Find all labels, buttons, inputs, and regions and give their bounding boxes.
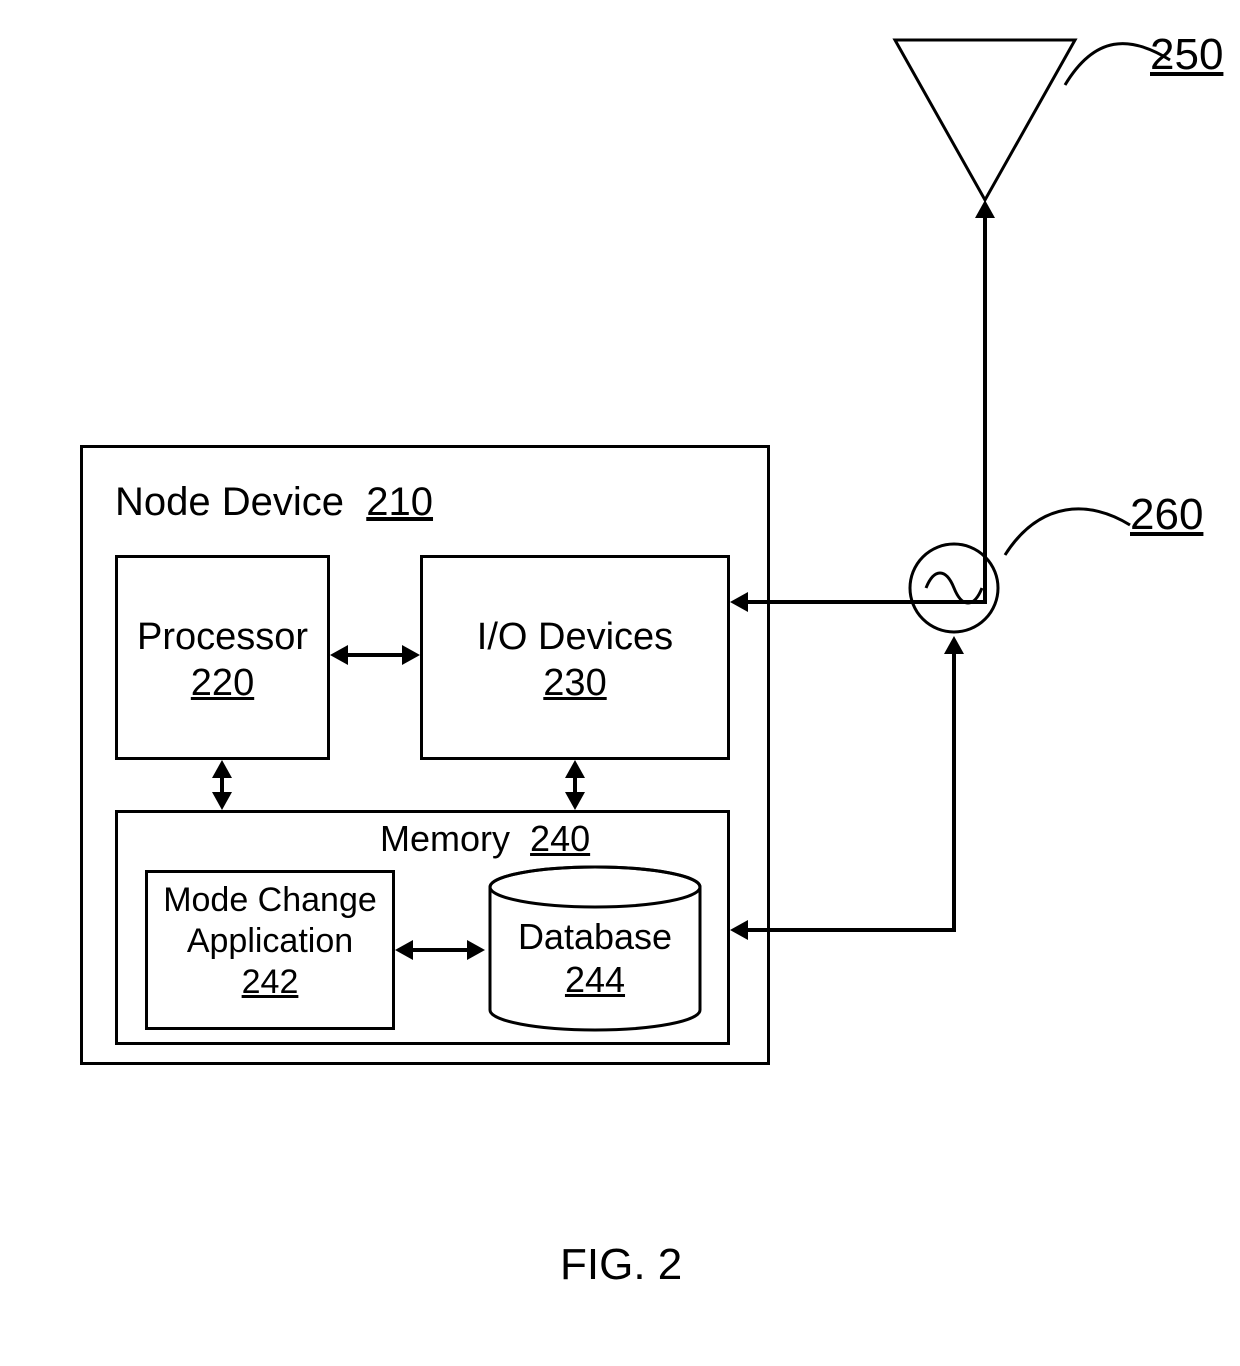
diagram-stage: Node Device 210 Processor 220 I/O Device… [0, 0, 1240, 1366]
arrow-mem-pwr-h [748, 928, 954, 932]
arrowhead-io-ant-u [975, 200, 995, 218]
node-device-text: Node Device [115, 480, 344, 524]
antenna-icon [895, 40, 1075, 210]
processor-ref: 220 [191, 662, 254, 704]
memory-text: Memory [380, 818, 510, 859]
mode-change-label: Mode Change Application 242 [145, 880, 395, 1002]
memory-label: Memory 240 [380, 818, 590, 860]
arrowhead-proc-io-r [402, 645, 420, 665]
arrow-io-mem [573, 778, 577, 792]
node-device-ref: 210 [366, 480, 433, 524]
power-leader [1000, 500, 1140, 570]
io-devices-ref: 230 [543, 662, 606, 704]
arrowhead-mem-pwr-l [730, 920, 748, 940]
arrow-io-ant-h [748, 600, 985, 604]
arrow-proc-mem [220, 778, 224, 792]
arrowhead-mc-db-r [467, 940, 485, 960]
arrowhead-proc-io-l [330, 645, 348, 665]
mode-change-text1: Mode Change [163, 881, 377, 919]
arrowhead-proc-mem-d [212, 792, 232, 810]
arrow-io-ant-v [983, 218, 987, 604]
figure-caption: FIG. 2 [560, 1240, 682, 1290]
arrowhead-mem-pwr-u [944, 636, 964, 654]
database-label: Database 244 [485, 915, 705, 1001]
mode-change-ref: 242 [242, 963, 299, 1001]
database-ref: 244 [565, 959, 625, 1000]
arrow-mc-db [413, 948, 467, 952]
arrowhead-mc-db-l [395, 940, 413, 960]
arrowhead-io-ant-l [730, 592, 748, 612]
io-devices-label: I/O Devices 230 [420, 615, 730, 706]
arrowhead-proc-mem-u [212, 760, 232, 778]
database-text: Database [518, 916, 672, 957]
arrow-proc-io [348, 653, 402, 657]
mode-change-text2: Application [187, 922, 353, 960]
antenna-ref: 250 [1150, 30, 1223, 80]
processor-label: Processor 220 [115, 615, 330, 706]
arrowhead-io-mem-u [565, 760, 585, 778]
power-ref: 260 [1130, 490, 1203, 540]
arrowhead-io-mem-d [565, 792, 585, 810]
io-devices-text: I/O Devices [477, 616, 673, 658]
power-source-icon [906, 540, 1002, 636]
arrow-mem-pwr-v [952, 654, 956, 932]
processor-text: Processor [137, 616, 308, 658]
memory-ref: 240 [530, 818, 590, 859]
node-device-label: Node Device 210 [115, 480, 433, 525]
